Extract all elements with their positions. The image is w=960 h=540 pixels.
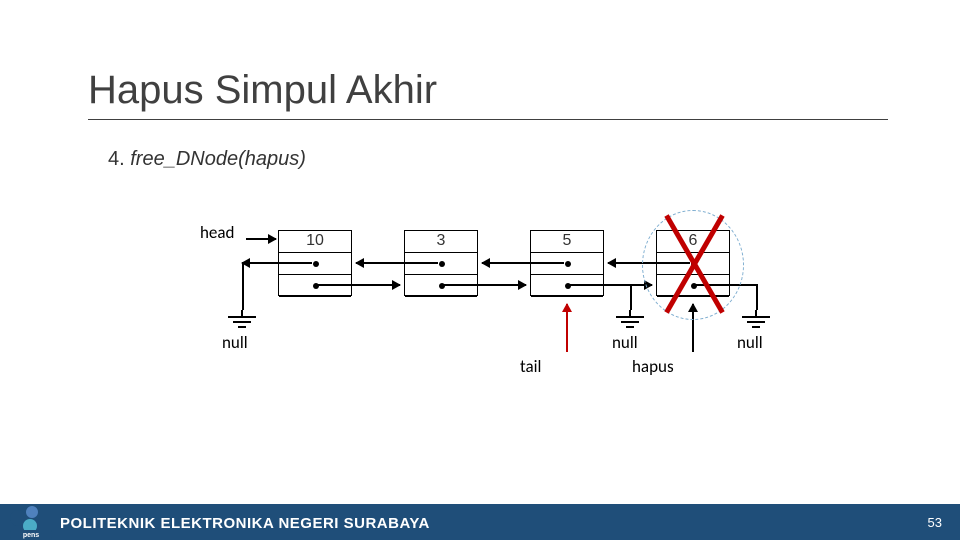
next-null2-vert	[630, 284, 632, 310]
next-arrow-0-1	[318, 284, 400, 286]
next-arrow-1-2	[444, 284, 526, 286]
page-title: Hapus Simpul Akhir	[88, 68, 888, 120]
slide: Hapus Simpul Akhir 4. free_DNode(hapus) …	[0, 0, 960, 540]
delete-x-icon	[648, 214, 738, 314]
prev-arrow-2-1	[482, 262, 564, 264]
logo-icon: pens	[6, 500, 56, 540]
linked-list-diagram: head 10 3 5 6	[210, 210, 790, 380]
node-value: 5	[531, 231, 603, 253]
null-label: null	[222, 332, 248, 353]
tail-label: tail	[520, 356, 541, 377]
head-label: head	[200, 222, 234, 243]
step-function: free_DNode(hapus)	[130, 148, 306, 170]
prev-null-vert	[242, 262, 244, 310]
prev-dot	[439, 261, 445, 267]
ground-icon	[742, 310, 770, 334]
step-line: 4. free_DNode(hapus)	[108, 148, 306, 171]
null-label: null	[612, 332, 638, 353]
next-arrow-2-3	[570, 284, 652, 286]
prev-arrow-1-0	[356, 262, 438, 264]
node-value: 10	[279, 231, 351, 253]
prev-dot	[313, 261, 319, 267]
ground-icon	[228, 310, 256, 334]
svg-text:pens: pens	[23, 532, 39, 539]
prev-dot	[565, 261, 571, 267]
next-null3-vert	[756, 284, 758, 310]
prev-null-line	[242, 262, 312, 264]
node-value: 3	[405, 231, 477, 253]
head-arrow	[246, 238, 276, 240]
footer-text: POLITEKNIK ELEKTRONIKA NEGERI SURABAYA	[60, 515, 430, 532]
null-label: null	[737, 332, 763, 353]
ground-icon	[616, 310, 644, 334]
step-number: 4.	[108, 148, 125, 170]
tail-arrow	[566, 304, 568, 352]
page-number: 53	[928, 515, 942, 530]
hapus-label: hapus	[632, 356, 674, 377]
